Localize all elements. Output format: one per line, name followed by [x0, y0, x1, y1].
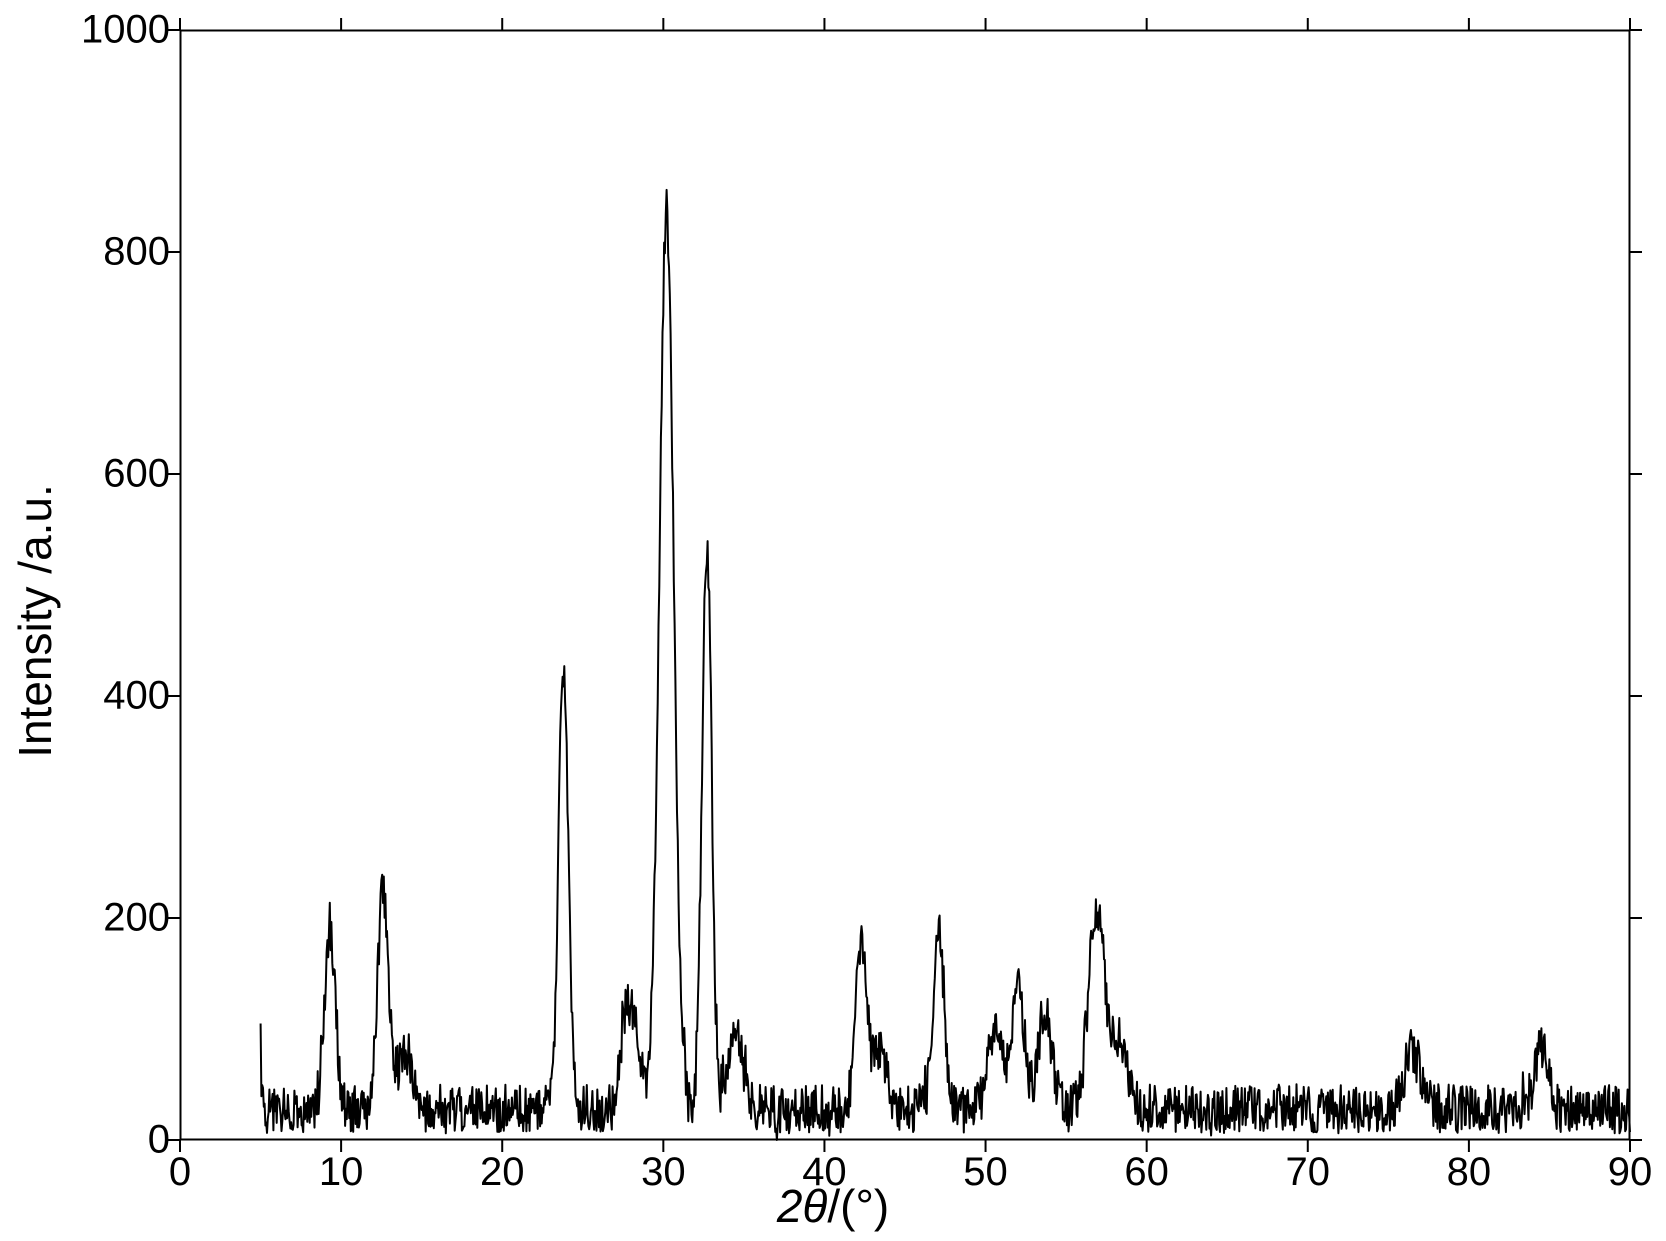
y-tick-label: 600: [103, 452, 170, 497]
x-tick-label: 70: [1286, 1150, 1331, 1195]
y-tick-label: 1000: [81, 8, 170, 53]
x-tick-label: 20: [480, 1150, 525, 1195]
x-tick-label: 60: [1124, 1150, 1169, 1195]
y-tick-label: 800: [103, 230, 170, 275]
x-tick-label: 90: [1608, 1150, 1653, 1195]
x-tick-label: 50: [963, 1150, 1008, 1195]
y-tick-label: 400: [103, 674, 170, 719]
y-axis-label: Intensity /a.u.: [8, 484, 62, 758]
plot-area: [180, 30, 1630, 1140]
x-tick-label: 30: [641, 1150, 686, 1195]
x-tick-label: 0: [169, 1150, 191, 1195]
y-tick-label: 200: [103, 896, 170, 941]
y-tick-label: 0: [148, 1118, 170, 1163]
x-tick-label: 80: [1447, 1150, 1492, 1195]
x-tick-label: 40: [802, 1150, 847, 1195]
xrd-figure: Intensity /a.u. 2θ/(°) 02004006008001000…: [0, 0, 1666, 1241]
x-tick-label: 10: [319, 1150, 364, 1195]
